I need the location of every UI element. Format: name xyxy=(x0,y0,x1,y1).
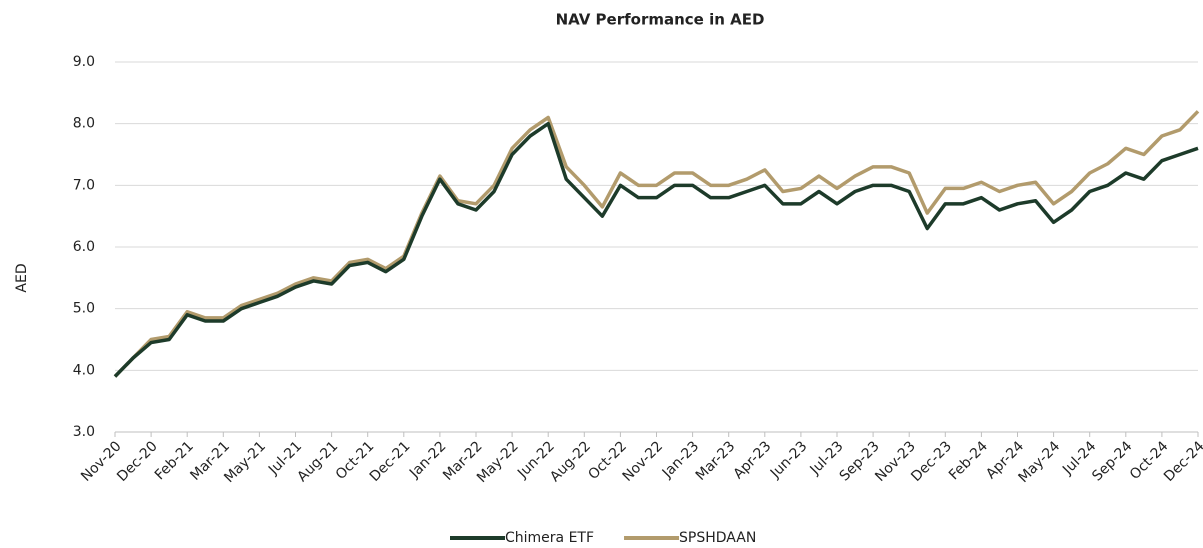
line-series xyxy=(113,121,1199,378)
x-tick-label: Dec-23 xyxy=(908,438,955,485)
x-tick-label: Feb-24 xyxy=(946,438,991,483)
y-tick-label: 6.0 xyxy=(73,239,95,255)
x-tick-label: Jun-23 xyxy=(767,438,811,482)
legend-label: SPSHDAAN xyxy=(679,530,756,546)
y-tick-label: 7.0 xyxy=(73,177,95,193)
x-tick-label: Aug-21 xyxy=(294,438,341,485)
y-tick-label: 5.0 xyxy=(73,301,95,317)
x-tick-label: Dec-21 xyxy=(367,438,414,485)
y-axis-label: AED xyxy=(14,263,30,292)
legend-label: Chimera ETF xyxy=(505,530,594,546)
x-tick-label: Dec-20 xyxy=(114,438,161,485)
x-tick-label: Sep-24 xyxy=(1089,438,1135,484)
x-tick-label: Nov-22 xyxy=(620,438,667,485)
y-tick-label: 9.0 xyxy=(73,54,95,70)
x-tick-label: Apr-23 xyxy=(730,438,774,482)
chart-title: NAV Performance in AED xyxy=(556,11,765,29)
y-tick-label: 4.0 xyxy=(73,362,95,378)
line-series xyxy=(113,110,1200,378)
x-tick-label: Dec-24 xyxy=(1161,438,1203,485)
x-tick-label: Aug-22 xyxy=(547,438,594,485)
y-tick-label: 8.0 xyxy=(73,116,95,132)
x-tick-label: Mar-23 xyxy=(693,438,739,484)
y-tick-label: 3.0 xyxy=(73,424,95,440)
